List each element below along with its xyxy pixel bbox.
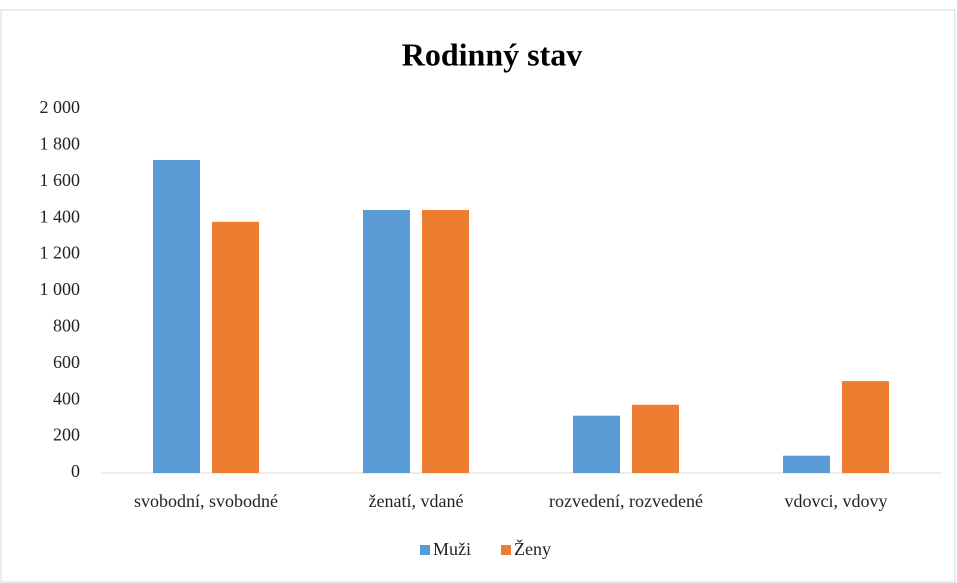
x-tick-label: vdovci, vdovy bbox=[785, 491, 888, 511]
y-tick-label: 1 400 bbox=[40, 206, 81, 226]
y-tick-label: 800 bbox=[53, 316, 80, 336]
bar bbox=[363, 210, 410, 473]
bar bbox=[842, 381, 889, 473]
y-tick-label: 0 bbox=[71, 461, 80, 481]
y-tick-label: 1 000 bbox=[40, 279, 81, 299]
bar bbox=[783, 455, 830, 473]
legend-swatch bbox=[420, 545, 430, 555]
x-tick-label: ženatí, vdané bbox=[369, 491, 464, 511]
y-tick-label: 1 600 bbox=[40, 170, 81, 190]
legend-label: Muži bbox=[433, 539, 471, 559]
bar bbox=[422, 210, 469, 473]
chart-title: Rodinný stav bbox=[402, 36, 583, 72]
bar bbox=[632, 404, 679, 473]
x-tick-label: rozvedení, rozvedené bbox=[549, 491, 703, 511]
y-tick-label: 400 bbox=[53, 388, 80, 408]
bar bbox=[153, 159, 200, 473]
y-tick-label: 600 bbox=[53, 352, 80, 372]
y-tick-label: 1 200 bbox=[40, 243, 81, 263]
bar bbox=[573, 415, 620, 473]
y-tick-label: 2 000 bbox=[40, 97, 81, 117]
legend-swatch bbox=[501, 545, 511, 555]
x-tick-label: svobodní, svobodné bbox=[134, 491, 278, 511]
y-tick-label: 1 800 bbox=[40, 134, 81, 154]
y-tick-label: 200 bbox=[53, 425, 80, 445]
bar bbox=[212, 221, 259, 473]
legend-label: Ženy bbox=[514, 538, 551, 559]
